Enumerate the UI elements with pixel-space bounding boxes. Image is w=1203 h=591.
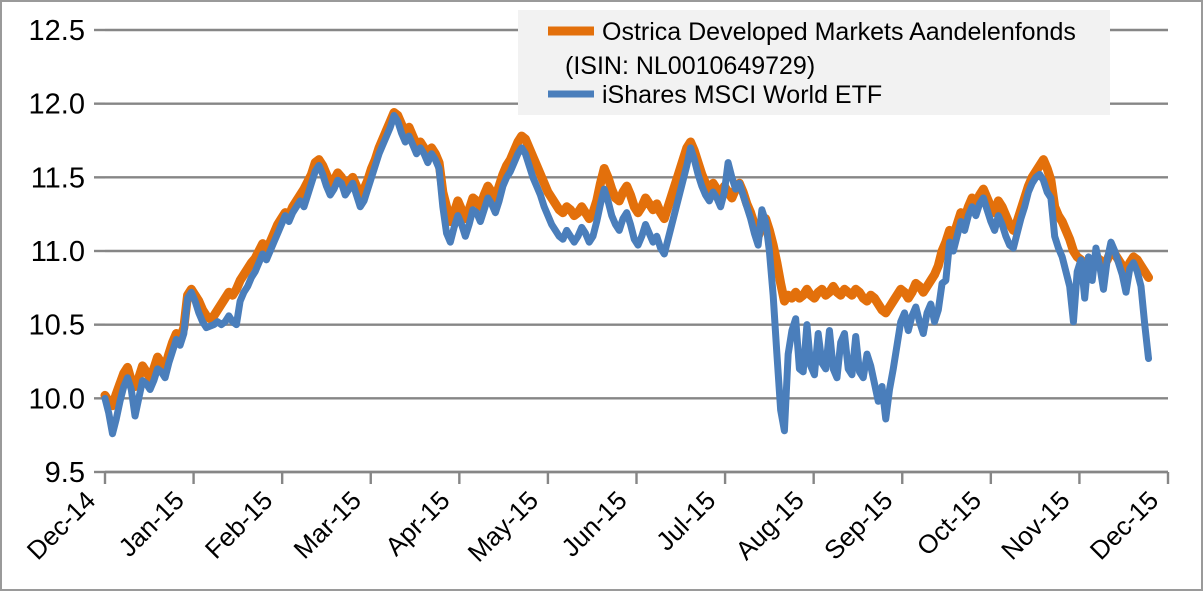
x-axis-labels: Dec-14 Jan-15 Feb-15 Mar-15 Apr-15 May-15 Jun-… [21, 485, 1164, 568]
x-tick-label-jun-15: Jun-15 [555, 485, 632, 562]
x-tick-label-dec-15: Dec-15 [1084, 485, 1164, 565]
x-tick-label-dec-14: Dec-14 [21, 485, 101, 565]
x-tick-label-nov-15: Nov-15 [995, 485, 1075, 565]
y-axis-labels: 9.5 10.0 10.5 11.0 11.5 12.0 12.5 [29, 15, 85, 489]
y-tick-label: 11.0 [31, 236, 85, 268]
y-tick-label: 12.5 [29, 15, 85, 47]
y-tick-label: 10.0 [29, 383, 85, 415]
legend-label-ostrica-line1: Ostrica Developed Markets Aandelenfonds [602, 18, 1076, 46]
x-tick-label-apr-15: Apr-15 [379, 485, 455, 561]
y-tick-label: 12.0 [29, 89, 85, 121]
y-tick-label: 9.5 [45, 457, 85, 489]
y-axis-tickmarks [94, 28, 105, 474]
chart-legend: Ostrica Developed Markets Aandelenfonds … [518, 10, 1110, 115]
x-tick-label-may-15: May-15 [462, 485, 545, 568]
x-tick-label-aug-15: Aug-15 [729, 485, 809, 565]
x-tick-label-sep-15: Sep-15 [818, 485, 898, 565]
x-tick-label-jul-15: Jul-15 [650, 485, 721, 556]
series-line-ishares [101, 111, 1153, 438]
legend-label-ostrica-line2: (ISIN: NL0010649729) [565, 52, 815, 80]
legend-background [518, 10, 1110, 115]
data-series-group [100, 108, 1154, 438]
legend-label-ishares: iShares MSCI World ETF [602, 81, 882, 109]
x-tick-label-oct-15: Oct-15 [911, 485, 987, 561]
x-tick-label-mar-15: Mar-15 [288, 485, 367, 564]
x-axis-tickmarks [103, 472, 1170, 484]
x-tick-label-jan-15: Jan-15 [112, 485, 189, 562]
y-tick-label: 11.5 [31, 162, 85, 194]
x-tick-label-feb-15: Feb-15 [199, 485, 278, 564]
y-tick-label: 10.5 [29, 310, 85, 342]
